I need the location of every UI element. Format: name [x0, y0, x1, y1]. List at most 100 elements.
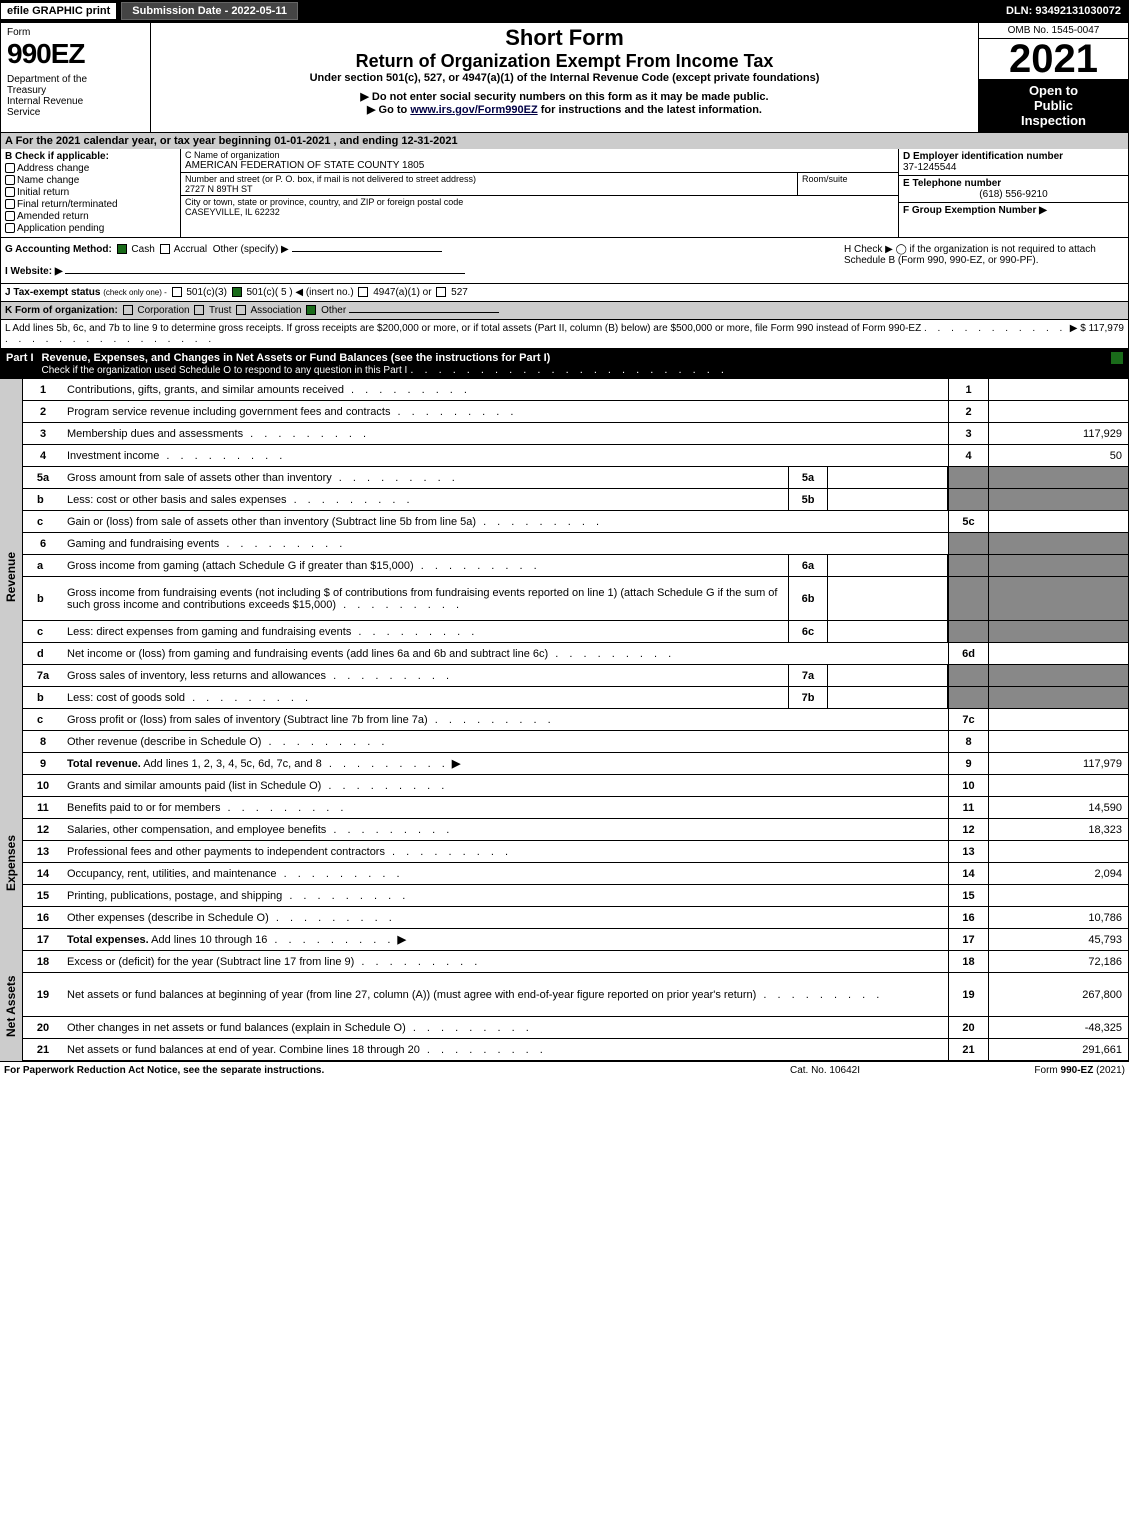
line-number: 8: [23, 734, 63, 750]
right-line-number: 15: [948, 885, 988, 906]
right-line-number: [948, 577, 988, 620]
inline-line-number: 7b: [788, 687, 828, 708]
opt-trust: Trust: [209, 305, 231, 316]
row-h: H Check ▶ ◯ if the organization is not r…: [844, 244, 1124, 277]
line-description: Grants and similar amounts paid (list in…: [63, 778, 948, 794]
chk-association[interactable]: [236, 305, 246, 315]
form-number: 990EZ: [7, 38, 144, 70]
chk-accrual[interactable]: [160, 244, 170, 254]
ein-cell: D Employer identification number 37-1245…: [899, 149, 1128, 176]
line-description: Net income or (loss) from gaming and fun…: [63, 646, 948, 662]
line-description: Less: cost of goods sold . . . . . . . .…: [63, 690, 788, 706]
cash-label: Cash: [131, 244, 154, 255]
line-number: b: [23, 591, 63, 607]
chk-trust[interactable]: [194, 305, 204, 315]
revenue-lines: 1Contributions, gifts, grants, and simil…: [22, 379, 1129, 775]
row-a-text: A For the 2021 calendar year, or tax yea…: [5, 135, 458, 147]
form-title: Return of Organization Exempt From Incom…: [159, 51, 970, 72]
row-a-tax-year: A For the 2021 calendar year, or tax yea…: [0, 133, 1129, 149]
chk-initial-return[interactable]: Initial return: [5, 187, 176, 198]
goto-line: ▶ Go to www.irs.gov/Form990EZ for instru…: [159, 103, 970, 116]
right-line-value: 18,323: [988, 819, 1128, 840]
line-number: 12: [23, 822, 63, 838]
opt-corporation: Corporation: [137, 305, 189, 316]
street-value: 2727 N 89TH ST: [185, 184, 253, 194]
chk-527[interactable]: [436, 287, 446, 297]
line-row: 1Contributions, gifts, grants, and simil…: [23, 379, 1128, 401]
line-description: Professional fees and other payments to …: [63, 844, 948, 860]
part-i-check-text: Check if the organization used Schedule …: [42, 365, 408, 376]
line-row: cGross profit or (loss) from sales of in…: [23, 709, 1128, 731]
right-line-number: 7c: [948, 709, 988, 730]
row-k: K Form of organization: Corporation Trus…: [0, 302, 1129, 320]
room-cell: Room/suite: [798, 173, 898, 195]
chk-other-org[interactable]: [306, 305, 316, 315]
chk-final-return[interactable]: Final return/terminated: [5, 199, 176, 210]
chk-501c3[interactable]: [172, 287, 182, 297]
line-description: Gross amount from sale of assets other t…: [63, 470, 788, 486]
line-number: 14: [23, 866, 63, 882]
line-row: 13Professional fees and other payments t…: [23, 841, 1128, 863]
chk-address-change[interactable]: Address change: [5, 163, 176, 174]
line-number: 5a: [23, 470, 63, 486]
right-line-value: 10,786: [988, 907, 1128, 928]
irs-link[interactable]: www.irs.gov/Form990EZ: [410, 104, 537, 116]
line-number: 19: [23, 987, 63, 1003]
right-line-number: 4: [948, 445, 988, 466]
chk-amended-return[interactable]: Amended return: [5, 211, 176, 222]
line-number: 13: [23, 844, 63, 860]
section-de: D Employer identification number 37-1245…: [898, 149, 1128, 237]
chk-cash[interactable]: [117, 244, 127, 254]
do-not-enter: ▶ Do not enter social security numbers o…: [159, 90, 970, 103]
efile-label[interactable]: efile GRAPHIC print: [0, 2, 117, 20]
right-line-number: 11: [948, 797, 988, 818]
inline-line-value: [828, 467, 948, 488]
line-number: b: [23, 690, 63, 706]
chk-501c[interactable]: [232, 287, 242, 297]
line-row: bLess: cost of goods sold . . . . . . . …: [23, 687, 1128, 709]
header-left: Form 990EZ Department of theTreasuryInte…: [1, 23, 151, 132]
city-value: CASEYVILLE, IL 62232: [185, 207, 280, 217]
right-line-value: [988, 401, 1128, 422]
right-line-number: [948, 687, 988, 708]
right-line-number: [948, 665, 988, 686]
chk-application-pending[interactable]: Application pending: [5, 223, 176, 234]
section-b: B Check if applicable: Address change Na…: [1, 149, 181, 237]
city-cell: City or town, state or province, country…: [181, 196, 898, 218]
line-description: Less: cost or other basis and sales expe…: [63, 492, 788, 508]
page-footer: For Paperwork Reduction Act Notice, see …: [0, 1061, 1129, 1079]
chk-corporation[interactable]: [123, 305, 133, 315]
line-number: 7a: [23, 668, 63, 684]
right-line-number: 2: [948, 401, 988, 422]
chk-4947[interactable]: [358, 287, 368, 297]
right-line-value: 291,661: [988, 1039, 1128, 1060]
line-number: 10: [23, 778, 63, 794]
line-row: 3Membership dues and assessments . . . .…: [23, 423, 1128, 445]
line-description: Benefits paid to or for members . . . . …: [63, 800, 948, 816]
inline-line-number: 6c: [788, 621, 828, 642]
header-center: Short Form Return of Organization Exempt…: [151, 23, 978, 132]
chk-name-change[interactable]: Name change: [5, 175, 176, 186]
line-number: b: [23, 492, 63, 508]
city-label: City or town, state or province, country…: [185, 197, 463, 207]
line-description: Salaries, other compensation, and employ…: [63, 822, 948, 838]
part-i-header: Part I Revenue, Expenses, and Changes in…: [0, 349, 1129, 379]
revenue-side-label: Revenue: [0, 379, 22, 775]
line-description: Gaming and fundraising events . . . . . …: [63, 536, 948, 552]
other-org-line[interactable]: [349, 312, 499, 313]
right-line-value: [988, 467, 1128, 488]
expenses-side-label: Expenses: [0, 775, 22, 951]
schedule-o-checkbox[interactable]: [1111, 352, 1123, 364]
revenue-section: Revenue 1Contributions, gifts, grants, a…: [0, 379, 1129, 775]
right-line-number: 3: [948, 423, 988, 444]
dln-label: DLN: 93492131030072: [998, 3, 1129, 19]
line-row: 15Printing, publications, postage, and s…: [23, 885, 1128, 907]
row-g: G Accounting Method: Cash Accrual Other …: [5, 244, 844, 277]
website-line[interactable]: [65, 273, 465, 274]
part-i-title: Revenue, Expenses, and Changes in Net As…: [42, 352, 1111, 376]
other-specify-line[interactable]: [292, 251, 442, 252]
right-line-number: 19: [948, 973, 988, 1016]
line-number: 16: [23, 910, 63, 926]
line-row: 11Benefits paid to or for members . . . …: [23, 797, 1128, 819]
right-line-value: [988, 775, 1128, 796]
